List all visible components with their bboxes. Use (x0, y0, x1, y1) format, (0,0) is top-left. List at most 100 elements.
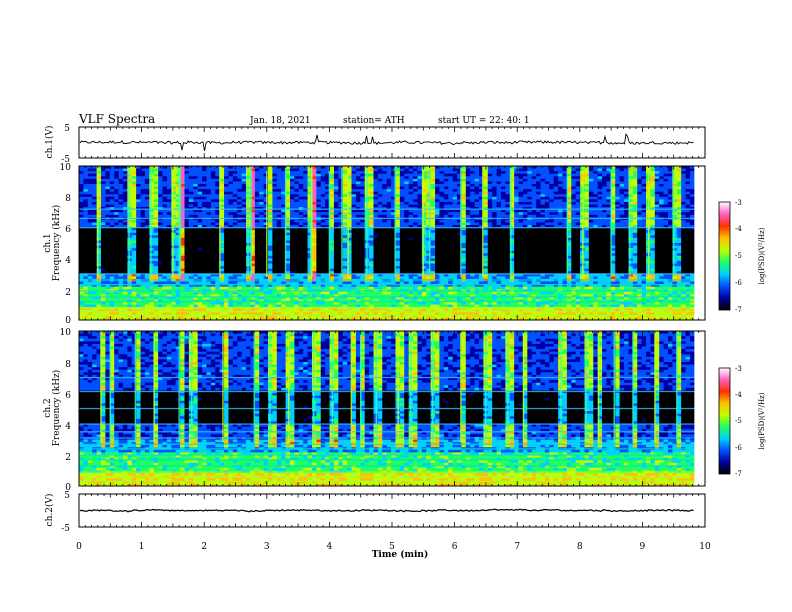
ch1-spec-cell-423 (92, 174, 97, 177)
ch1-spec-cell-667 (549, 176, 554, 179)
ch1-spec-cell-3016 (413, 220, 418, 223)
ch1-spec-cell-661 (523, 176, 528, 179)
ch1-spec-cell-4686 (369, 251, 374, 254)
ch1-spec-cell-1768 (466, 197, 471, 200)
ch1-spec-cell-492 (395, 174, 400, 177)
ch1-spec-cell-1667 (637, 194, 642, 197)
ch1-spec-cell-4273 (400, 243, 405, 246)
ch1-spec-cell-1996 (237, 202, 242, 205)
ch1-spec-cell-757 (330, 179, 335, 182)
ch1-spec-cell-3182 (527, 222, 532, 225)
ch1-spec-cell-4036 (589, 238, 594, 241)
ch1-spec-cell-1888 (378, 199, 383, 202)
ch1-spec-cell-2750 (475, 215, 480, 218)
ch1-spec-cell-1074 (492, 184, 497, 187)
ch1-spec-cell-685 (628, 176, 633, 179)
ch1-spec-cell-1536 (677, 192, 682, 195)
ch1-spec-cell-682 (615, 176, 620, 179)
ch1-spec-cell-386 (545, 171, 550, 174)
ch1-spec-cell-2518 (686, 210, 691, 213)
ch1-spec-cell-809 (558, 179, 563, 182)
ch1-spec-cell-247 (549, 169, 554, 172)
ch1-spec-cell-4982 (439, 256, 444, 259)
ch1-spec-cell-1758 (422, 197, 427, 200)
ch1-spec-cell-4179 (602, 240, 607, 243)
ch1-spec-cell-1153 (224, 187, 229, 190)
ch1-spec-cell-1073 (488, 184, 493, 187)
ch1-spec-cell-3814 (228, 235, 233, 238)
ch1-spec-cell-3159 (426, 222, 431, 225)
ch1-spec-cell-1227 (549, 187, 554, 190)
ch1-spec-cell-3009 (382, 220, 387, 223)
ch1-spec-cell-2452 (395, 210, 400, 213)
ch1-spec-cell-4107 (286, 240, 291, 243)
ch1-spec-cell-3971 (303, 238, 308, 241)
ch1-spec-cell-3736 (501, 233, 506, 236)
ch1-spec-cell-804 (536, 179, 541, 182)
ch1-spec-cell-3854 (404, 235, 409, 238)
ch1-spec-cell-1069 (470, 184, 475, 187)
ch1-spec-cell-4390 (299, 246, 304, 249)
ch1-spec-cell-3967 (286, 238, 291, 241)
ch1-spec-cell-1318 (334, 189, 339, 192)
ch1-spec-cell-1997 (242, 202, 247, 205)
ch1-spec-cell-4520 (255, 248, 260, 251)
ch1-spec-cell-3673 (224, 233, 229, 236)
ch1-spec-cell-1647 (549, 194, 554, 197)
ch1-spec-cell-1693 (136, 197, 141, 200)
ch1-spec-cell-1473 (400, 192, 405, 195)
ch1-spec-cell-1587 (286, 194, 291, 197)
ch1-spec-cell-3712 (395, 233, 400, 236)
ch1-spec-cell-1652 (571, 194, 576, 197)
ch1-spec-cell-4562 (439, 248, 444, 251)
ch1-spec-cell-347 (373, 171, 378, 174)
ch1-spec-cell-1969 (119, 202, 124, 205)
ch1-spec-cell-648 (466, 176, 471, 179)
ch1-spec-cell-600 (255, 176, 260, 179)
ch1-spec-cell-4290 (475, 243, 480, 246)
ch1-spec-cell-1157 (242, 187, 247, 190)
ch1-spec-cell-3895 (584, 235, 589, 238)
ch1-spec-cell-2522 (88, 212, 93, 215)
ch1-spec-cell-4330 (650, 243, 655, 246)
ch1-spec-cell-4510 (211, 248, 216, 251)
ch1-spec-cell-2176 (413, 205, 418, 208)
ch1-spec-cell-4603 (620, 248, 625, 251)
ch1-spec-cell-2550 (211, 212, 216, 215)
ch1-spec-cell-2629 (558, 212, 563, 215)
ch1-spec-cell-3572 (395, 230, 400, 233)
ch1-spec-cell-2619 (514, 212, 519, 215)
ch1-spec-cell-4712 (483, 251, 488, 254)
ch1-spec-cell-2389 (119, 210, 124, 213)
ch1-spec-cell-2182 (439, 205, 444, 208)
ch1-spec-cell-3645 (101, 233, 106, 236)
ch1-spec-cell-323 (268, 171, 273, 174)
ch1-spec-cell-4815 (321, 253, 326, 256)
ch1-spec-cell-1853 (224, 199, 229, 202)
ch1-spec-cell-1632 (483, 194, 488, 197)
ch1-spec-cell-1818 (686, 197, 691, 200)
ch1-spec-cell-4516 (237, 248, 242, 251)
ch1-spec-cell-2525 (101, 212, 106, 215)
ch1-spec-cell-3217 (681, 222, 686, 225)
ch1-spec-cell-565 (101, 176, 106, 179)
ch1-spec-cell-1635 (497, 194, 502, 197)
ch1-spec-cell-4664 (272, 251, 277, 254)
ch1-spec-cell-3505 (101, 230, 106, 233)
ch1-spec-cell-4913 (136, 256, 141, 259)
ch1-spec-cell-3930 (123, 238, 128, 241)
ch1-spec-cell-2181 (435, 205, 440, 208)
ch1-spec-cell-1169 (294, 187, 299, 190)
ch1-spec-cell-4787 (198, 253, 203, 256)
ch1-spec-cell-437 (154, 174, 159, 177)
ch1-spec-cell-3142 (352, 222, 357, 225)
ch1-spec-cell-3202 (615, 222, 620, 225)
ch1-spec-cell-3969 (294, 238, 299, 241)
ch1-spec-cell-1649 (558, 194, 563, 197)
ch1-spec-cell-2433 (312, 210, 317, 213)
ch1-spec-cell-4744 (624, 251, 629, 254)
ch1-spec-cell-2112 (132, 205, 137, 208)
ch1-spec-cell-317 (242, 171, 247, 174)
ch1-spec-cell-1832 (132, 199, 137, 202)
ch1-spec-cell-4333 (664, 243, 669, 246)
